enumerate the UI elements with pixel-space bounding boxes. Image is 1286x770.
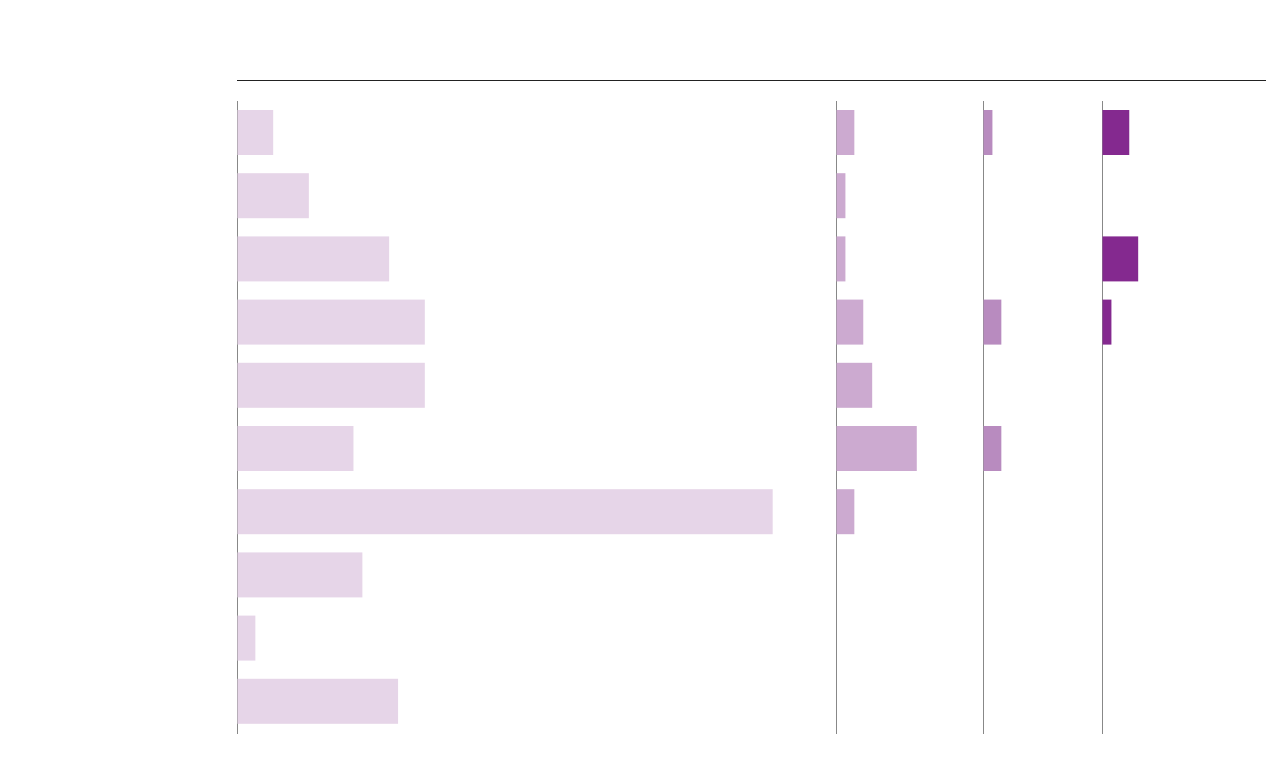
bar-panel-1-row-8 — [237, 552, 363, 598]
bar-panel-2-row-6 — [836, 426, 917, 471]
bar-panel-1-row-9 — [237, 615, 256, 661]
bar-panel-1-row-4 — [237, 299, 425, 345]
bar-panel-1-row-2 — [237, 173, 309, 219]
panels — [237, 101, 1139, 734]
bar-panel-4-row-4 — [1102, 299, 1112, 345]
bar-panel-2-row-2 — [836, 173, 846, 219]
bar-panel-1-row-7 — [237, 489, 773, 535]
bar-panel-1-row-6 — [237, 426, 354, 471]
bar-panel-4-row-1 — [1102, 110, 1130, 155]
bar-panel-2-row-5 — [836, 362, 873, 408]
panel-1 — [237, 101, 773, 734]
bar-panel-2-row-7 — [836, 489, 855, 535]
bar-panel-1-row-5 — [237, 362, 425, 408]
panel-4 — [1102, 101, 1139, 734]
bar-panel-2-row-1 — [836, 110, 855, 155]
bar-panel-2-row-3 — [836, 236, 846, 282]
bar-panel-3-row-6 — [983, 426, 1002, 471]
bar-panel-1-row-10 — [237, 678, 399, 724]
panel-2 — [836, 101, 917, 734]
panel-3 — [983, 101, 1002, 734]
bar-panel-1-row-3 — [237, 236, 390, 282]
bar-panel-3-row-4 — [983, 299, 1002, 345]
bar-panel-2-row-4 — [836, 299, 864, 345]
bar-panel-3-row-1 — [983, 110, 993, 155]
bar-panel-4-row-3 — [1102, 236, 1139, 282]
bar-panel-1-row-1 — [237, 110, 274, 155]
